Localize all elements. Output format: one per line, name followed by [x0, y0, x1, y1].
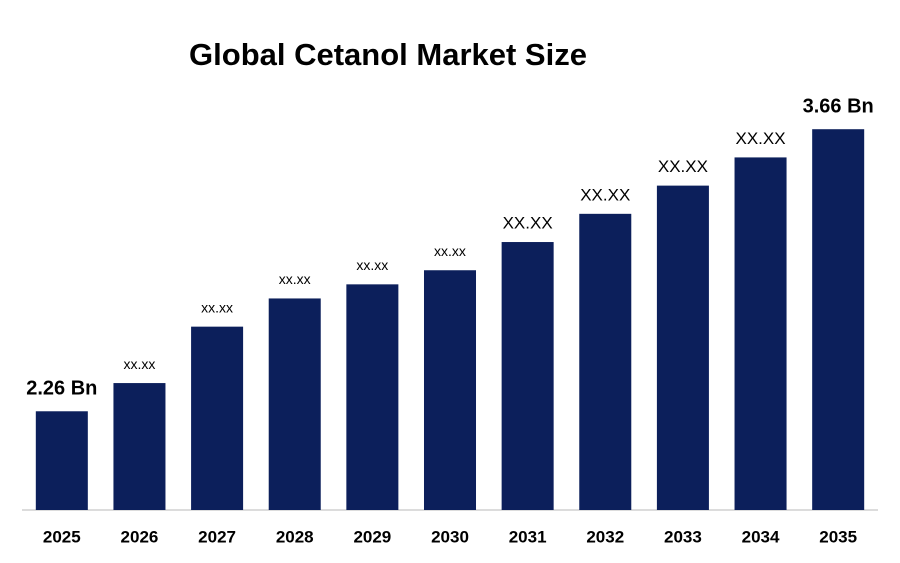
bar — [423, 270, 477, 510]
x-tick-label: 2032 — [586, 527, 624, 546]
data-label: XX.XX — [580, 185, 630, 204]
data-label: xx.xx — [356, 257, 388, 273]
bar — [35, 411, 88, 510]
data-label: 2.26 Bn — [26, 378, 97, 400]
data-label: XX.XX — [503, 214, 553, 233]
x-tick-label: 2025 — [43, 527, 81, 546]
x-tick-label: 2028 — [276, 527, 314, 546]
bar — [268, 298, 321, 510]
x-tick-label: 2029 — [353, 527, 391, 546]
x-tick-label: 2027 — [198, 527, 236, 546]
x-tick-label: 2031 — [509, 527, 547, 546]
data-label: xx.xx — [124, 356, 156, 372]
bar — [501, 242, 554, 510]
data-label: XX.XX — [658, 157, 708, 176]
data-label: xx.xx — [201, 299, 233, 315]
bar — [113, 383, 166, 510]
x-tick-label: 2026 — [121, 527, 159, 546]
bar — [656, 185, 709, 510]
bar — [812, 129, 865, 510]
x-tick-label: 2035 — [819, 527, 857, 546]
x-tick-label: 2030 — [431, 527, 469, 546]
x-tick-label: 2034 — [742, 527, 780, 546]
data-label: XX.XX — [735, 129, 785, 148]
data-label: xx.xx — [279, 271, 311, 287]
bar — [191, 326, 244, 510]
data-label: xx.xx — [434, 243, 466, 259]
data-label: 3.66 Bn — [803, 95, 874, 117]
bar — [579, 213, 632, 511]
chart-title: Global Cetanol Market Size — [189, 37, 587, 72]
bar — [346, 284, 399, 510]
x-tick-label: 2033 — [664, 527, 702, 546]
bar — [734, 157, 787, 510]
